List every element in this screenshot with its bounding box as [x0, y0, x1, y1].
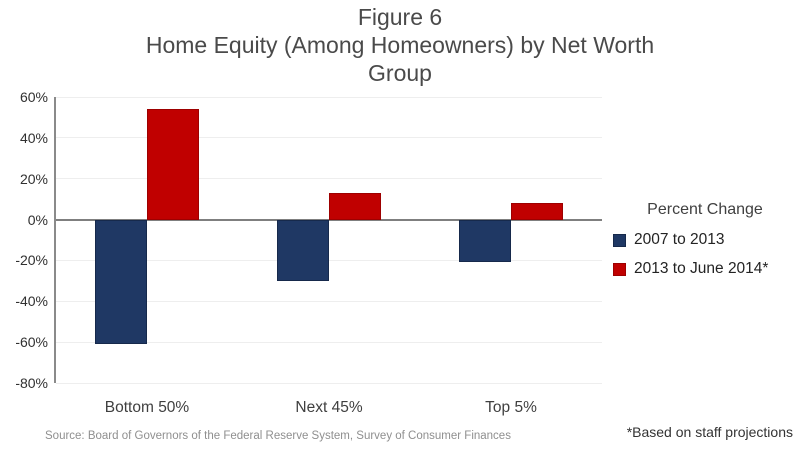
- bar-2007-to-2013-next-45: [277, 219, 329, 281]
- legend-item-2007-to-2013: 2007 to 2013: [613, 231, 797, 249]
- gridline-20: [56, 178, 602, 180]
- gridline-60: [56, 341, 602, 343]
- gridline-40: [56, 300, 602, 302]
- legend-item-label: 2007 to 2013: [634, 231, 725, 248]
- legend-swatch-2013-to-june-2014: [613, 262, 626, 276]
- chart-title: Figure 6 Home Equity (Among Homeowners) …: [0, 3, 800, 87]
- legend-item-2013-to-june-2014: 2013 to June 2014*: [613, 260, 797, 278]
- y-tick-label: -60%: [15, 334, 48, 351]
- chart-title-line2: Home Equity (Among Homeowners) by Net Wo…: [145, 32, 655, 58]
- gridline-60: [56, 96, 602, 98]
- y-tick-label: -20%: [15, 252, 48, 269]
- plot-area: 60% 40% 20% 0% -20% -40% -60% -80% Bottom 50% Nex…: [15, 89, 602, 416]
- legend-swatch-2007-to-2013: [613, 233, 626, 247]
- gridline-20: [56, 259, 602, 261]
- zero-axis-line: [56, 218, 602, 221]
- legend-title: Percent Change: [647, 201, 763, 218]
- gridline-40: [56, 137, 602, 139]
- bar-2007-to-2013-bottom-50: [95, 219, 147, 345]
- legend-items: 2007 to 2013 2013 to June 2014*: [613, 231, 797, 278]
- chart-title-line3: Group: [368, 60, 432, 86]
- footnote: *Based on staff projections: [626, 424, 793, 440]
- bar-2013-to-june-2014-top-5: [511, 203, 563, 220]
- bar-2013-to-june-2014-next-45: [329, 193, 381, 220]
- y-tick-label: -80%: [15, 375, 48, 391]
- y-tick-label: 60%: [19, 89, 48, 105]
- bar-2007-to-2013-top-5: [459, 219, 511, 263]
- source-note: Source: Board of Governors of the Federa…: [45, 430, 511, 442]
- x-category-label-top-5: Top 5%: [485, 399, 537, 416]
- y-tick-label: 20%: [19, 170, 48, 187]
- chart-title-line1: Figure 6: [357, 4, 443, 30]
- gridline-80: [56, 382, 602, 384]
- y-tick-label: -40%: [15, 293, 48, 310]
- y-tick-label: 40%: [19, 129, 48, 146]
- legend: Percent Change 2007 to 2013 2013 to June …: [613, 200, 797, 278]
- bar-2013-to-june-2014-bottom-50: [147, 109, 199, 220]
- y-tick-label: 0%: [27, 211, 48, 228]
- x-category-label-next-45: Next 45%: [295, 399, 363, 416]
- legend-item-label: 2013 to June 2014*: [634, 260, 769, 277]
- x-category-label-bottom-50: Bottom 50%: [104, 399, 190, 416]
